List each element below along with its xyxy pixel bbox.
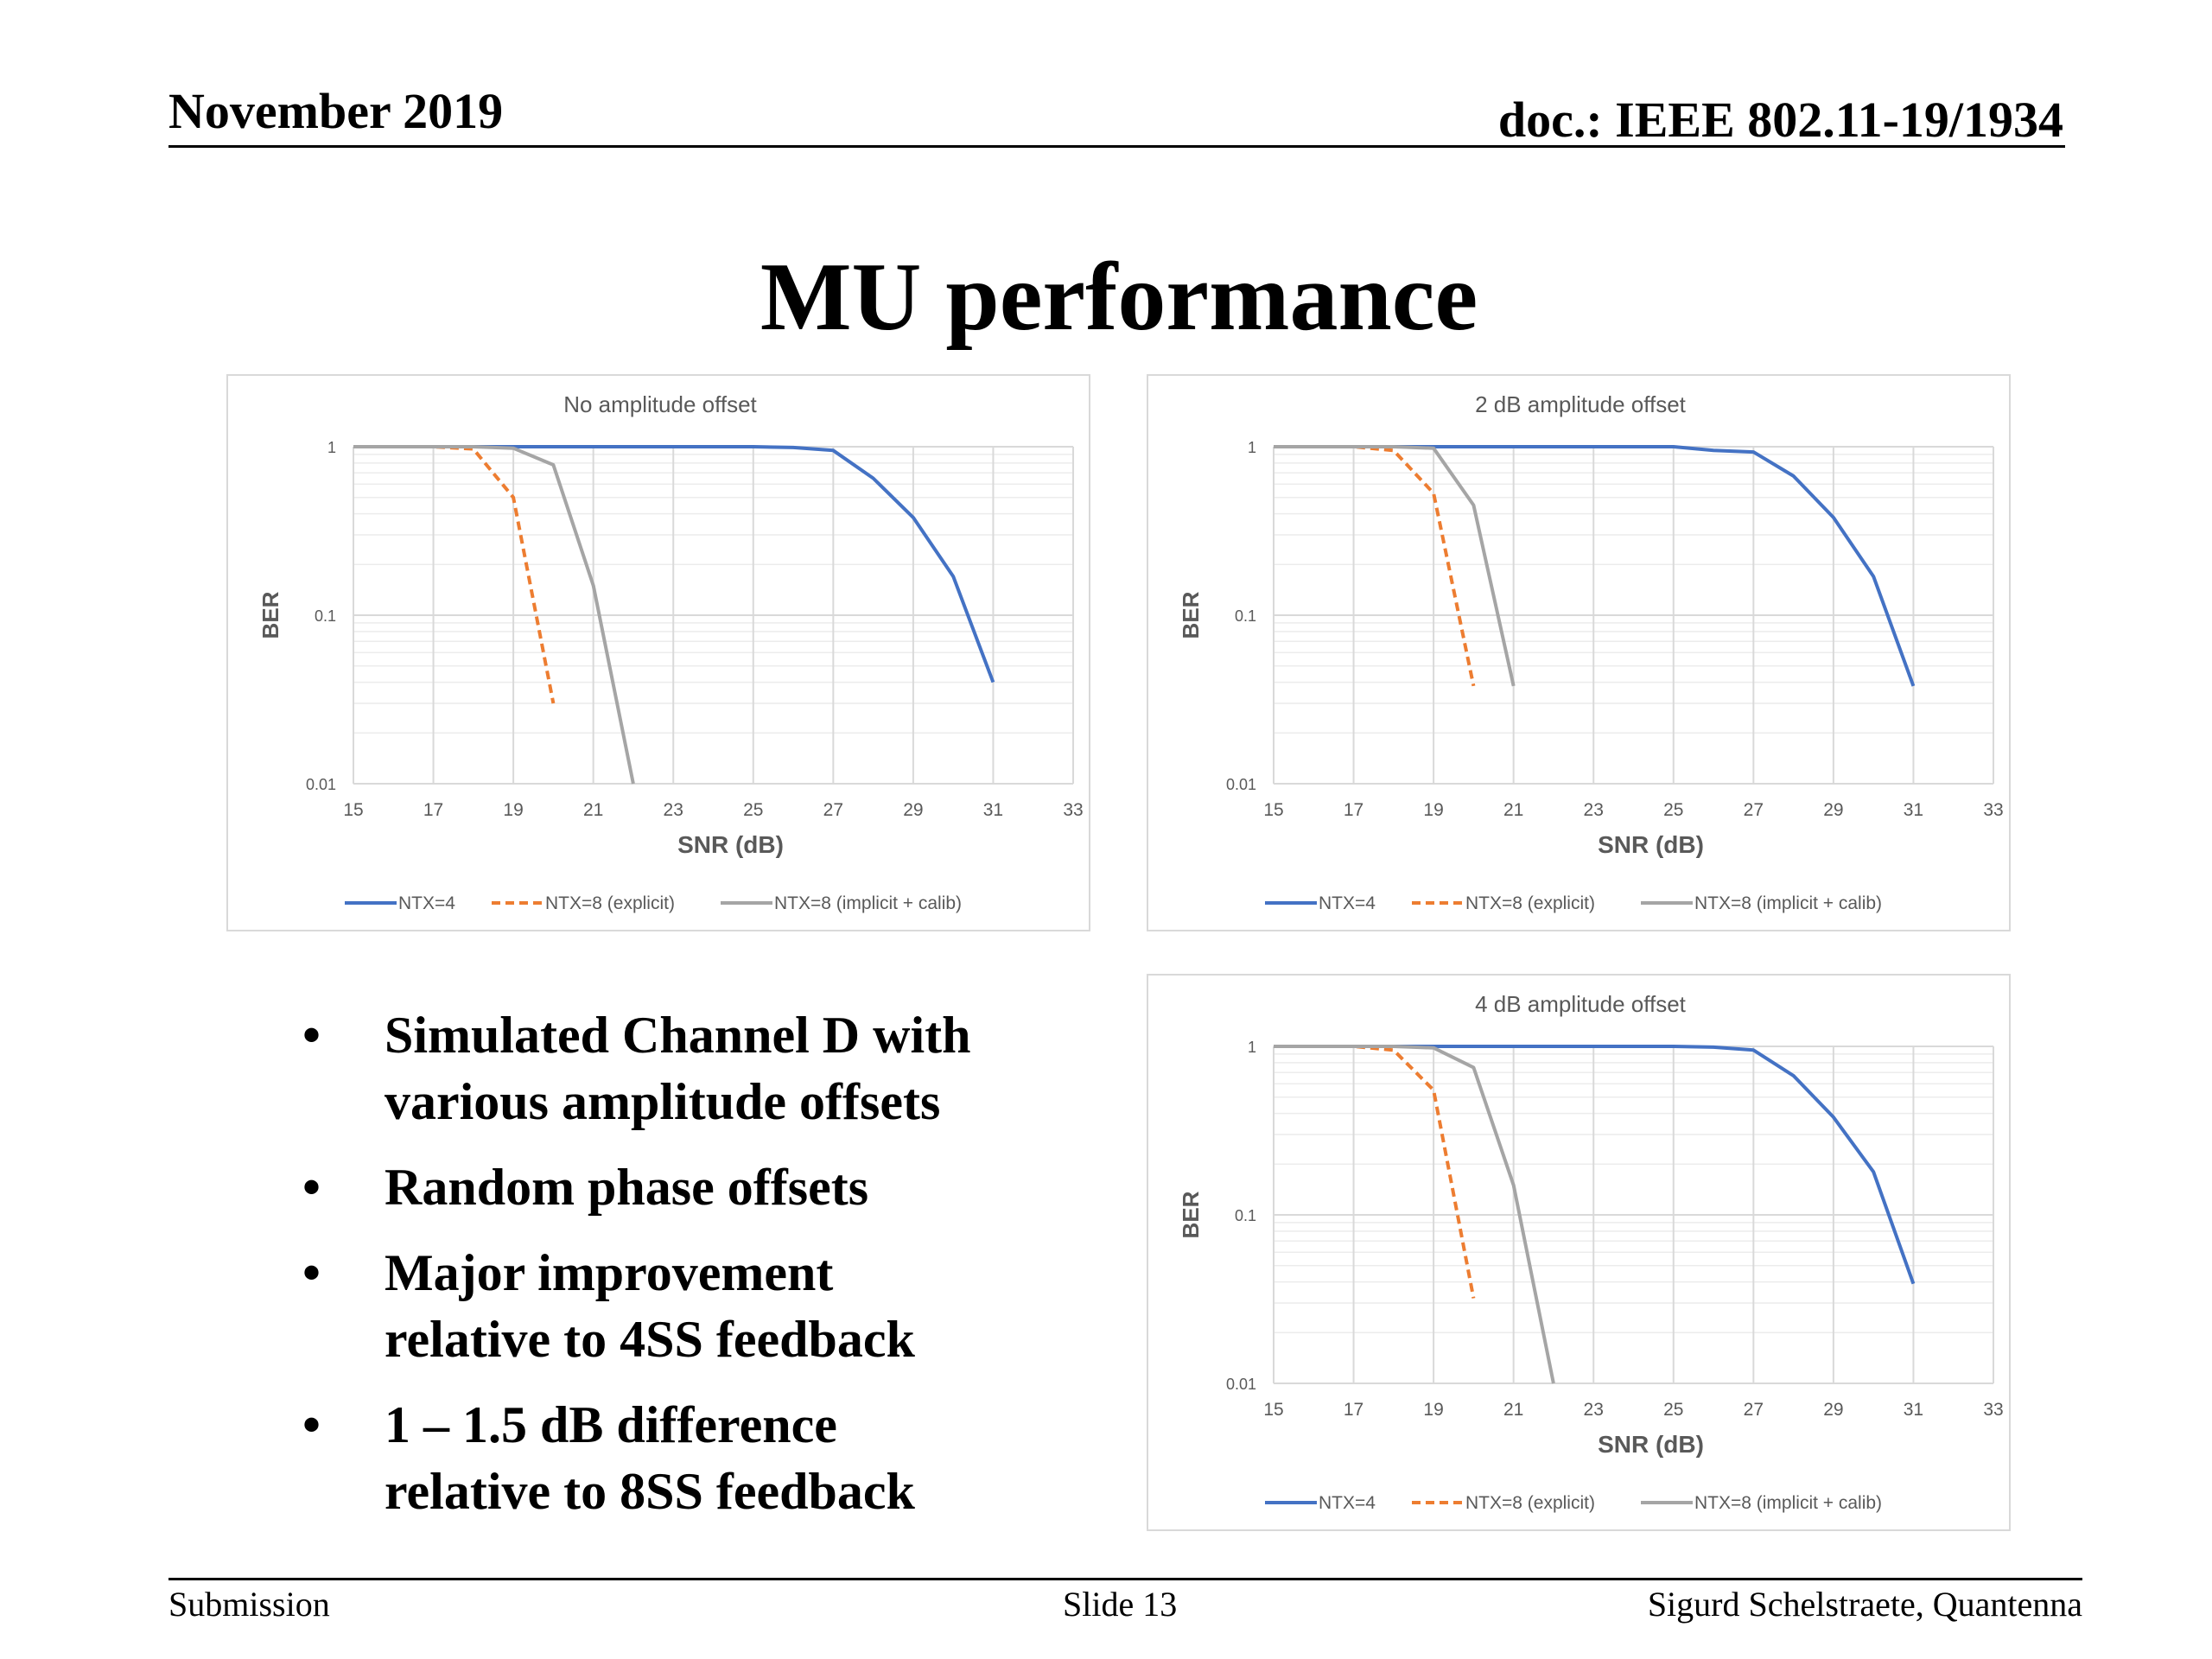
x-tick-label: 21 (1503, 1400, 1523, 1420)
legend-label: NTX=8 (explicit) (1465, 893, 1595, 913)
x-tick-label: 31 (983, 800, 1003, 820)
y-axis-label: BER (257, 591, 283, 639)
x-tick-label: 29 (903, 800, 923, 820)
bullet-text-line1: Random phase offsets (385, 1159, 869, 1216)
legend-label: NTX=8 (implicit + calib) (1694, 1493, 1882, 1513)
bullet-text-line2: various amplitude offsets (385, 1073, 941, 1130)
series-line (1274, 445, 1516, 687)
legend-label: NTX=4 (398, 893, 455, 913)
header-divider (168, 145, 2065, 148)
bullet-text-line1: Major improvement (385, 1244, 834, 1301)
header-doc-id: doc.: IEEE 802.11-19/1934 (1497, 92, 2063, 148)
x-tick-label: 31 (1904, 1400, 1923, 1420)
x-tick-label: 21 (1503, 800, 1523, 820)
bullet-dot: • (302, 1396, 321, 1453)
x-tick-label: 25 (1663, 1400, 1683, 1420)
x-tick-label: 23 (1584, 800, 1604, 820)
x-tick-label: 17 (423, 800, 443, 820)
x-tick-label: 19 (1423, 1400, 1443, 1420)
x-tick-label: 15 (343, 800, 363, 820)
x-tick-label: 29 (1823, 1400, 1843, 1420)
x-tick-label: 15 (1263, 800, 1283, 820)
x-tick-label: 15 (1263, 1400, 1283, 1420)
x-tick-label: 27 (823, 800, 843, 820)
x-tick-label: 25 (743, 800, 763, 820)
x-tick-label: 19 (503, 800, 523, 820)
chart-2db-amplitude-offset: 2 dB amplitude offset 0.01 0.1 1 15 17 19 21 23 2… (1147, 374, 2011, 931)
chart-4db-amplitude-offset: 4 dB amplitude offset 0.01 0.1 1 15 17 19 21 23 2… (1147, 974, 2011, 1531)
series-line (1274, 1045, 1555, 1384)
x-tick-label: 33 (1983, 1400, 2003, 1420)
x-tick-label: 21 (583, 800, 603, 820)
chart-title: No amplitude offset (563, 391, 757, 417)
x-tick-label: 17 (1344, 1400, 1363, 1420)
bullet-text-line1: Simulated Channel D with (385, 1007, 971, 1064)
x-tick-label: 29 (1823, 800, 1843, 820)
y-tick-label: 0.01 (1226, 776, 1256, 793)
bullet-item: • 1 – 1.5 dB difference relative to 8SS fe… (294, 1392, 1158, 1525)
legend-label: NTX=8 (explicit) (1465, 1493, 1595, 1513)
legend-label: NTX=8 (implicit + calib) (774, 893, 962, 913)
y-tick-label: 1 (1248, 439, 1256, 456)
series-line (353, 445, 635, 785)
x-tick-label: 17 (1344, 800, 1363, 820)
bullet-item: • Simulated Channel D with various amplitu… (294, 1002, 1158, 1135)
chart-no-amplitude-offset: No amplitude offset 0.01 0.1 1 15 17 19 21 23 25 2… (226, 374, 1090, 931)
x-tick-label: 27 (1744, 1400, 1764, 1420)
bullet-dot: • (302, 1159, 321, 1216)
y-tick-label: 0.01 (306, 776, 336, 793)
x-tick-label: 23 (664, 800, 683, 820)
y-tick-label: 0.1 (315, 607, 336, 625)
x-tick-label: 33 (1063, 800, 1083, 820)
legend-label: NTX=8 (implicit + calib) (1694, 893, 1882, 913)
chart-title: 2 dB amplitude offset (1475, 391, 1687, 417)
bullet-item: • Random phase offsets (294, 1154, 1158, 1221)
y-tick-label: 1 (1248, 1039, 1256, 1056)
bullet-text-line2: relative to 8SS feedback (385, 1463, 915, 1520)
footer-slide-number: Slide 13 (1063, 1585, 1178, 1624)
x-tick-label: 27 (1744, 800, 1764, 820)
x-tick-label: 33 (1983, 800, 2003, 820)
x-tick-label: 25 (1663, 800, 1683, 820)
x-tick-label: 31 (1904, 800, 1923, 820)
x-axis-label: SNR (dB) (677, 831, 784, 858)
legend-label: NTX=4 (1319, 893, 1376, 913)
y-tick-label: 0.01 (1226, 1376, 1256, 1393)
legend-label: NTX=8 (explicit) (545, 893, 675, 913)
footer-divider (168, 1578, 2082, 1580)
footer-author: Sigurd Schelstraete, Quantenna (1647, 1585, 2082, 1624)
legend-label: NTX=4 (1319, 1493, 1376, 1513)
header-date: November 2019 (168, 83, 504, 139)
bullet-dot: • (302, 1007, 321, 1064)
x-tick-label: 19 (1423, 800, 1443, 820)
series-line (1274, 445, 1476, 687)
chart-svg: 4 dB amplitude offset 0.01 0.1 1 15 17 19 21 23 2… (1178, 991, 2004, 1513)
y-tick-label: 0.1 (1235, 1207, 1256, 1224)
x-axis-label: SNR (dB) (1598, 1431, 1704, 1458)
chart-title: 4 dB amplitude offset (1475, 991, 1687, 1017)
footer-submission: Submission (168, 1585, 330, 1624)
bullet-list: • Simulated Channel D with various amplitu… (294, 1002, 1158, 1544)
chart-svg: No amplitude offset 0.01 0.1 1 15 17 19 21 23 25 2… (257, 391, 1084, 913)
y-tick-label: 1 (327, 439, 336, 456)
bullet-dot: • (302, 1244, 321, 1301)
x-axis-label: SNR (dB) (1598, 831, 1704, 858)
y-axis-label: BER (1178, 1191, 1204, 1238)
y-axis-label: BER (1178, 591, 1204, 639)
bullet-item: • Major improvement relative to 4SS feedba… (294, 1240, 1158, 1373)
slide-title: MU performance (760, 244, 1478, 351)
series-line (353, 445, 556, 704)
x-tick-label: 23 (1584, 1400, 1604, 1420)
bullet-text-line1: 1 – 1.5 dB difference (385, 1396, 837, 1453)
y-tick-label: 0.1 (1235, 607, 1256, 625)
chart-svg: 2 dB amplitude offset 0.01 0.1 1 15 17 19 21 23 2… (1178, 391, 2004, 913)
bullet-text-line2: relative to 4SS feedback (385, 1311, 915, 1368)
